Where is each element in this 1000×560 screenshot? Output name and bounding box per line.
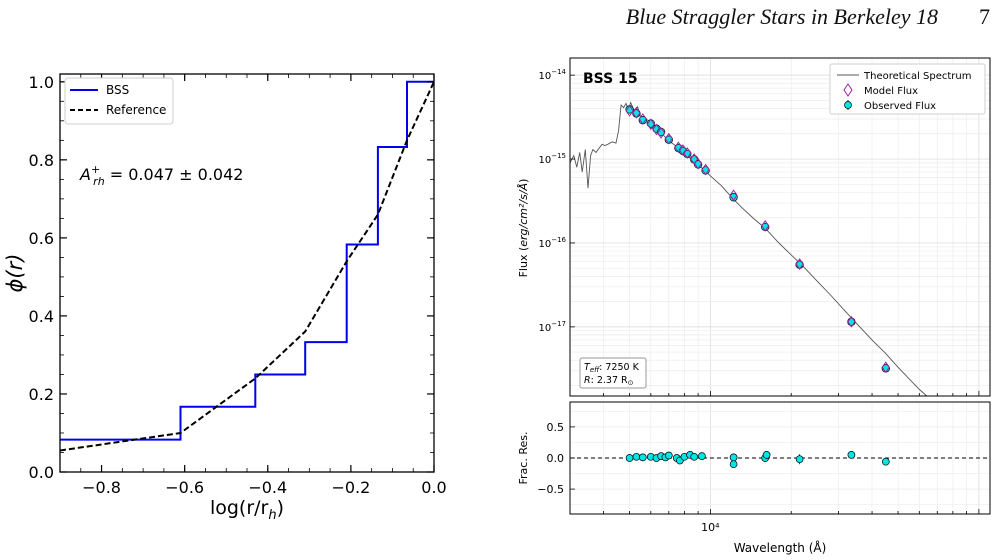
residual-point [881, 457, 890, 466]
model-flux-point [701, 163, 710, 176]
left-y-tick-label: 1.0 [29, 73, 54, 92]
left-plot-frame [59, 73, 435, 473]
residual-point [729, 460, 738, 469]
model-flux-point [847, 315, 856, 328]
model-flux-point [729, 189, 738, 202]
model-flux-point [646, 118, 655, 131]
legend-model-swatch [843, 83, 853, 97]
residual-x-axis: 10⁴ [569, 509, 980, 534]
left-x-tick-label: 0.0 [421, 478, 446, 497]
residual-y-tick-label: −0.5 [537, 483, 564, 496]
sed-plot-frame [569, 57, 991, 397]
left-x-axis-label: log(r/rh) [210, 497, 284, 523]
left-x-tick-label: −0.6 [165, 478, 204, 497]
radius-label: R: 2.37 R⊙ [584, 375, 633, 387]
residual-x-tick-label: 10⁴ [701, 521, 720, 534]
residuals-chart: 0.5 0.0 −0.5 10⁴ Frac. Res. Wavelength (Å) [517, 401, 991, 555]
left-x-tick-label: −0.4 [248, 478, 287, 497]
sed-y-axis-label: Flux (erg/cm²/s/Å) [517, 179, 530, 278]
residual-points [625, 451, 890, 469]
residual-y-tick-label: 0.5 [547, 421, 565, 434]
sed-x-ticks [569, 391, 980, 396]
radial-distribution-chart: −0.8 −0.6 −0.4 −0.2 0.0 0.0 0.2 0.4 0.6 0.8 1.0 l… [3, 73, 447, 523]
page-number: 7 [979, 4, 990, 29]
sed-y-tick-label: 10−17 [538, 320, 566, 334]
page-header: Blue Straggler Stars in Berkeley 18 7 [560, 4, 990, 40]
model-flux-point [632, 106, 641, 119]
sed-legend-box [829, 63, 986, 115]
residual-y-axis-label: Frac. Res. [517, 432, 530, 485]
residual-point [698, 452, 706, 460]
left-x-tick-label: −0.2 [331, 478, 370, 497]
residual-y-axis: 0.5 0.0 −0.5 [537, 421, 575, 496]
sed-y-tick-label: 10−15 [538, 152, 566, 166]
residual-point [625, 454, 634, 462]
left-x-axis: −0.8 −0.6 −0.4 −0.2 0.0 [59, 74, 447, 497]
model-flux-point [795, 258, 804, 270]
sed-y-tick-label: 10−14 [538, 68, 566, 82]
legend-observed-label: Observed Flux [864, 101, 936, 112]
model-flux-point [678, 144, 688, 156]
sed-legend: Theoretical Spectrum Model Flux Observed… [829, 63, 986, 115]
left-x-tick-label: −0.8 [82, 478, 121, 497]
left-y-axis-label: ϕ(r) [3, 254, 27, 293]
legend-bss-label: BSS [106, 83, 129, 97]
teff-label: Teff: 7250 K [584, 362, 640, 374]
model-flux-point [761, 219, 770, 232]
star-name-title: BSS 15 [583, 71, 638, 87]
model-flux-point [656, 127, 666, 139]
model-flux-point [693, 157, 703, 170]
left-y-tick-label: 0.4 [29, 307, 54, 326]
residual-point [638, 453, 647, 462]
a-plus-annotation: A+ rh = 0.047 ± 0.042 [79, 163, 243, 188]
legend-model-label: Model Flux [864, 86, 918, 97]
reference-line [60, 81, 434, 452]
params-box-frame [579, 357, 647, 389]
left-series-group [60, 80, 434, 452]
legend-spectrum-label: Theoretical Spectrum [863, 71, 972, 82]
left-y-tick-label: 0.2 [29, 385, 54, 404]
left-y-tick-label: 0.0 [29, 463, 54, 482]
model-flux-points [625, 105, 890, 374]
left-y-axis: 0.0 0.2 0.4 0.6 0.8 1.0 [29, 73, 434, 482]
residual-point [690, 452, 699, 461]
left-y-tick-label: 0.8 [29, 151, 54, 170]
wavelength-axis-label: Wavelength (Å) [734, 540, 827, 555]
model-flux-point [690, 153, 699, 165]
observed-flux-point [847, 317, 856, 326]
stellar-params-box: Teff: 7250 K R: 2.37 R⊙ [579, 357, 647, 389]
model-flux-point [638, 113, 647, 125]
left-y-tick-label: 0.6 [29, 229, 54, 248]
sed-chart: 10−14 10−15 10−16 10−17 BSS 15 Flux (erg/cm… [517, 57, 991, 397]
sed-y-axis: 10−14 10−15 10−16 10−17 [538, 68, 575, 334]
residual-point [762, 451, 771, 459]
legend-reference-label: Reference [106, 103, 166, 117]
model-flux-point [881, 361, 890, 374]
residual-point [664, 451, 673, 460]
model-flux-point [652, 123, 661, 136]
left-legend: BSS Reference [64, 77, 174, 125]
legend-observed-swatch [844, 101, 852, 109]
residual-point [632, 452, 641, 461]
model-flux-point [683, 147, 692, 159]
running-title: Blue Straggler Stars in Berkeley 18 [625, 4, 938, 29]
bss-line [60, 80, 434, 441]
residual-point [847, 451, 856, 459]
residual-y-tick-label: 0.0 [547, 452, 565, 465]
sed-gridlines [569, 58, 990, 396]
residual-point [729, 453, 738, 462]
residual-point [795, 455, 804, 464]
observed-flux-points [625, 105, 890, 373]
model-flux-point [674, 141, 683, 154]
model-flux-point [625, 105, 634, 117]
model-flux-point [664, 132, 673, 145]
sed-y-tick-label: 10−16 [538, 236, 566, 250]
